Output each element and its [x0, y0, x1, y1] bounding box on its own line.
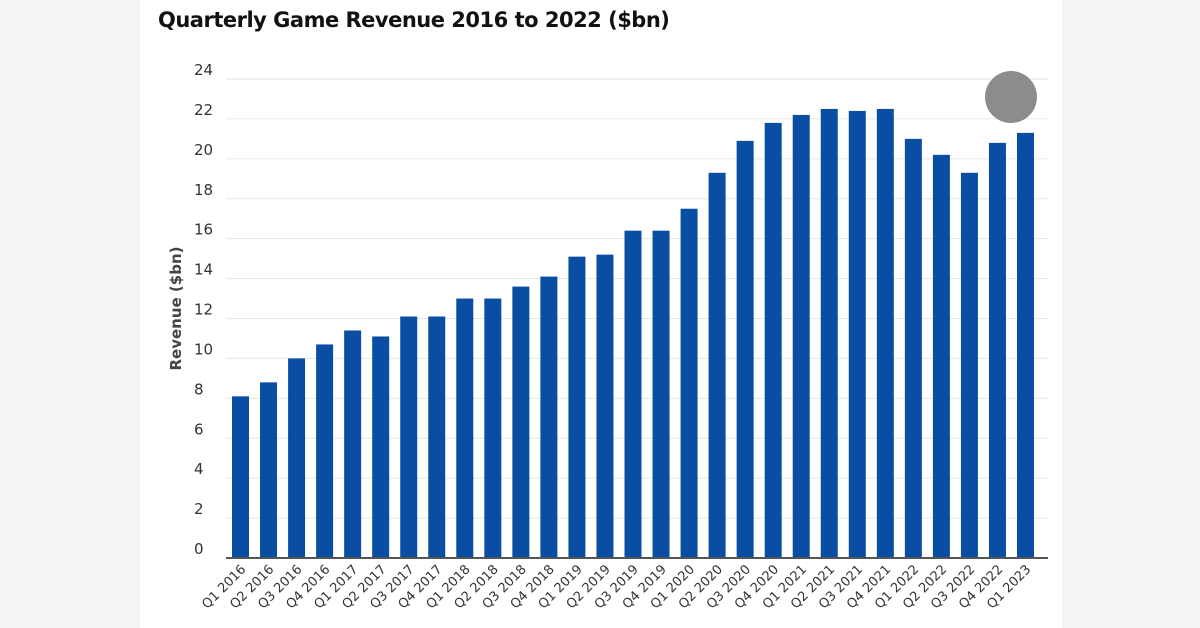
- y-tick-label: 4: [194, 460, 204, 478]
- y-tick-label: 20: [194, 141, 213, 159]
- page-margin-left: [0, 0, 140, 628]
- chart-title: Quarterly Game Revenue 2016 to 2022 ($bn…: [158, 8, 670, 32]
- bar: [820, 108, 838, 558]
- bar: [988, 142, 1006, 558]
- bar: [512, 286, 530, 558]
- bar: [456, 298, 474, 558]
- bar: [484, 298, 502, 558]
- bar: [400, 316, 418, 558]
- bar: [568, 256, 586, 558]
- y-tick-label: 12: [194, 301, 213, 319]
- y-tick-label: 14: [194, 261, 213, 279]
- bar: [848, 110, 866, 558]
- y-tick-label: 16: [194, 221, 213, 239]
- y-tick-label: 2: [194, 500, 204, 518]
- bar: [708, 172, 726, 558]
- y-tick-label: 0: [194, 540, 204, 558]
- y-tick-label: 6: [194, 420, 204, 438]
- bar: [624, 230, 642, 558]
- bar: [596, 254, 614, 558]
- bar: [316, 344, 334, 558]
- bar: [344, 330, 362, 558]
- bar: [1017, 132, 1034, 558]
- bar: [372, 336, 390, 558]
- y-axis-title: Revenue ($bn): [167, 247, 185, 371]
- y-tick-label: 8: [194, 380, 204, 398]
- y-tick-label: 18: [194, 181, 213, 199]
- bar: [932, 154, 950, 558]
- bar: [792, 114, 810, 559]
- bar: [428, 316, 446, 558]
- bar: [736, 140, 754, 558]
- y-tick-label: 10: [194, 340, 213, 358]
- bar: [288, 358, 306, 558]
- page-margin-right: [1062, 0, 1200, 628]
- bar: [540, 276, 558, 558]
- bar: [904, 138, 922, 558]
- bar: [680, 208, 698, 558]
- highlight-marker: [985, 71, 1037, 123]
- bar: [260, 382, 278, 558]
- bars: [232, 108, 1034, 559]
- bar: [960, 172, 978, 558]
- bar: [652, 230, 670, 558]
- y-tick-label: 24: [194, 61, 213, 79]
- bar: [876, 108, 894, 558]
- bar: [764, 122, 782, 559]
- bar: [232, 396, 249, 558]
- y-tick-label: 22: [194, 101, 213, 119]
